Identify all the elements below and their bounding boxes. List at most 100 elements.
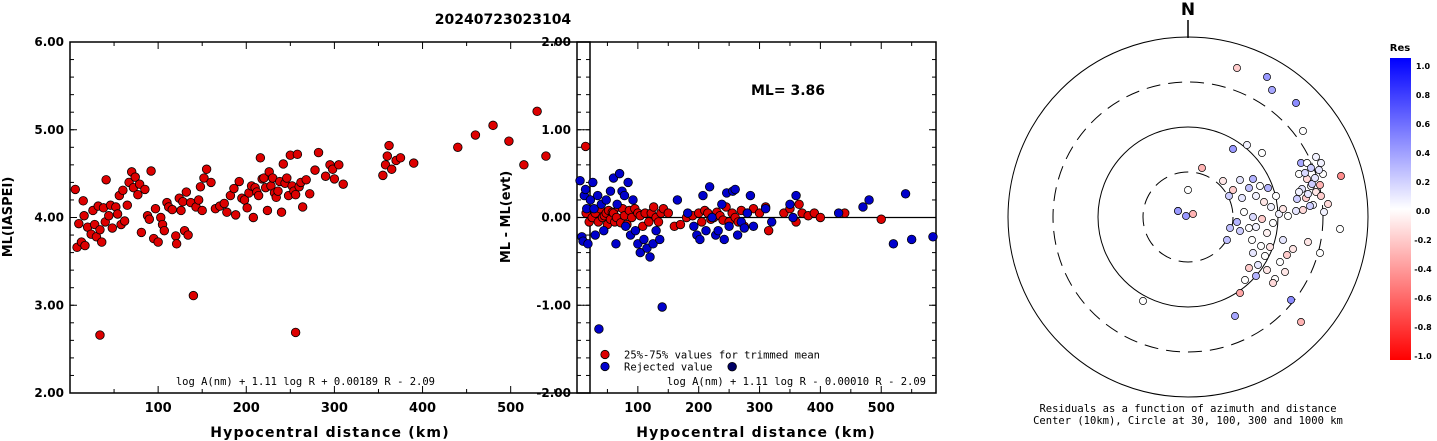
ml-x-axis-label: Hypocentral distance (km) (210, 425, 450, 441)
azimuth-point (1238, 194, 1246, 202)
ml-point (532, 106, 542, 117)
res-point (648, 202, 659, 212)
res-point (620, 221, 631, 231)
azimuth-point (1337, 172, 1345, 180)
ml-point (112, 209, 123, 219)
ml-point (409, 158, 419, 168)
azimuth-point (1236, 176, 1244, 184)
res-ytick-label: -1.00 (536, 298, 571, 312)
azimuth-point (1317, 159, 1325, 167)
azimuth-point (1295, 188, 1303, 196)
res-ytick-label: 2.00 (541, 35, 571, 49)
res-point (791, 190, 801, 201)
azimuth-point (1231, 312, 1239, 320)
res-point (599, 225, 609, 236)
colorbar-tick-label: -0.2 (1414, 236, 1432, 245)
res-point (644, 217, 654, 227)
res-point (605, 186, 616, 196)
res-point (614, 168, 625, 179)
azimuth-point (1269, 279, 1277, 287)
north-label: N (1181, 0, 1195, 20)
azimuth-point (1268, 86, 1276, 94)
res-point (675, 219, 686, 230)
azimuth-point (1182, 212, 1190, 220)
res-point (589, 204, 599, 214)
res-point (657, 302, 667, 312)
ml-ytick-label: 4.00 (34, 211, 64, 225)
ml-point (104, 211, 114, 221)
ml-point (79, 211, 89, 221)
azimuth-point (1245, 224, 1253, 232)
res-point (748, 221, 759, 231)
legend-trimmed-label: 25%-75% values for trimmed mean (624, 350, 820, 362)
ml-ytick-label: 5.00 (34, 123, 64, 137)
res-xtick-label: 300 (746, 401, 773, 416)
res-point (655, 234, 665, 245)
azimuth-point (1284, 212, 1292, 220)
azimuth-point (1189, 210, 1197, 218)
azimuth-point (1241, 276, 1249, 284)
azimuth-point (1184, 186, 1192, 194)
res-point (900, 189, 911, 199)
azimuth-point (1252, 192, 1260, 200)
azimuth-point (1233, 64, 1241, 72)
azimuth-point (1287, 296, 1295, 304)
ml-point (384, 140, 394, 151)
ml-point (292, 149, 303, 160)
ml-point (70, 184, 80, 195)
ml-point (150, 204, 161, 214)
colorbar-tick-label: 0.0 (1416, 207, 1431, 216)
ml-point (276, 207, 287, 217)
ml-point (118, 185, 128, 195)
res-point (645, 252, 655, 262)
ml-vs-distance-panel: 100 200 300 400 500 2.00 3.00 4.00 5.00 6.00 log … (1, 35, 591, 441)
colorbar-gradient (1390, 58, 1411, 360)
ml-point (234, 176, 244, 187)
ml-xtick-label: 300 (321, 401, 348, 416)
res-ytick-label: 0.00 (541, 211, 571, 225)
residual-legend: 25%-75% values for trimmed mean Rejected… (600, 350, 820, 374)
azimuth-point (1240, 208, 1248, 216)
ml-point (181, 187, 192, 197)
res-point (788, 212, 798, 223)
azimuth-point (1267, 203, 1275, 211)
colorbar-tick-label: 0.8 (1416, 91, 1431, 100)
azimuth-point (1279, 236, 1287, 244)
res-point (672, 195, 683, 205)
ml-xtick-label: 500 (497, 401, 524, 416)
ml-xtick-label: 200 (233, 401, 260, 416)
ml-point (107, 223, 118, 233)
azimuth-point (1245, 264, 1253, 272)
res-point (763, 225, 774, 236)
res-point (815, 212, 826, 223)
ml-point (195, 182, 206, 192)
ml-point (382, 151, 392, 161)
res-point (876, 214, 886, 224)
res-point (588, 177, 598, 188)
ml-point (153, 237, 163, 247)
ml-point (229, 183, 239, 194)
res-outlier-point (727, 361, 737, 372)
ml-point (541, 151, 551, 161)
azimuth-point (1281, 268, 1289, 276)
ml-point (488, 120, 498, 131)
azimuth-point (1299, 127, 1307, 135)
ml-point (219, 198, 229, 209)
res-point (739, 223, 750, 233)
azimuth-point (1258, 149, 1266, 157)
res-point (713, 225, 723, 236)
res-point (704, 182, 715, 192)
ml-point (167, 204, 177, 215)
azimuth-point (1249, 249, 1257, 257)
res-point (888, 239, 899, 249)
ml-point (453, 142, 463, 153)
azimuth-point (1245, 184, 1253, 192)
res-point (785, 199, 795, 210)
res-point (689, 221, 699, 231)
azimuth-point (1257, 242, 1265, 250)
res-ytick-label: -2.00 (536, 386, 571, 400)
ring-300km (1052, 81, 1324, 353)
residual-annotation: log A(nm) + 1.11 log R - 0.00010 R - 2.0… (667, 376, 926, 388)
ml-point (273, 186, 283, 196)
residual-x-axis-label: Hypocentral distance (km) (636, 425, 876, 441)
